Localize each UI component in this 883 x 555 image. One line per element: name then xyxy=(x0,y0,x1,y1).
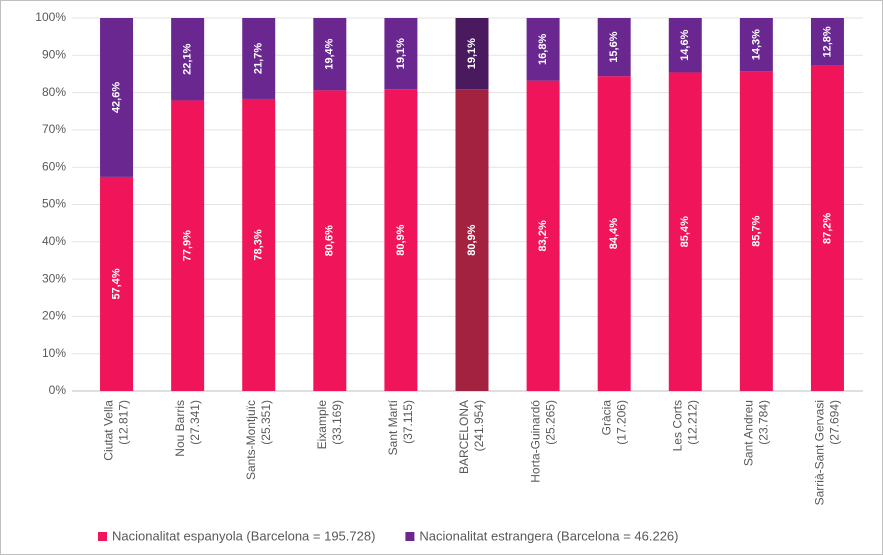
x-tick-label: Sants-Montjuïc xyxy=(244,400,258,480)
x-tick-label: Nou Barris xyxy=(173,400,187,457)
value-label: 19,1% xyxy=(395,38,407,69)
bar-segment xyxy=(455,89,489,392)
x-tick-label: (23.784) xyxy=(757,400,771,445)
bar-segment xyxy=(242,98,276,391)
y-tick-label: 0% xyxy=(49,383,67,397)
bar-segment xyxy=(810,65,844,391)
x-tick-label: (33.169) xyxy=(330,400,344,445)
value-label: 57,4% xyxy=(110,268,122,299)
y-tick-label: 30% xyxy=(42,271,66,285)
legend-label: Nacionalitat estrangera (Barcelona = 46.… xyxy=(419,528,678,543)
value-label: 21,7% xyxy=(253,43,265,74)
bar-segment xyxy=(526,80,560,391)
value-label: 12,8% xyxy=(821,26,833,57)
x-tick-label: Gràcia xyxy=(599,400,613,436)
value-label: 87,2% xyxy=(821,213,833,244)
value-label: 42,6% xyxy=(110,82,122,113)
value-label: 83,2% xyxy=(537,220,549,251)
x-tick-label: Sarrià-Sant Gervasi xyxy=(813,400,827,505)
value-label: 80,9% xyxy=(395,224,407,255)
x-tick-label: (25.351) xyxy=(259,400,273,445)
x-tick-label: Eixample xyxy=(315,400,329,450)
value-label: 77,9% xyxy=(182,230,194,261)
x-tick-label: (12.817) xyxy=(117,400,131,445)
y-tick-label: 40% xyxy=(42,234,66,248)
bar-segment xyxy=(739,18,773,72)
bar-segment xyxy=(526,18,560,81)
x-tick-label: Ciutat Vella xyxy=(102,400,116,461)
value-label: 85,7% xyxy=(750,215,762,246)
value-label: 78,3% xyxy=(253,229,265,260)
y-tick-label: 20% xyxy=(42,309,66,323)
bar-segment xyxy=(100,18,134,177)
x-tick-label: BARCELONA xyxy=(457,400,471,474)
value-label: 19,1% xyxy=(466,38,478,69)
x-tick-label: Sant Martí xyxy=(386,399,400,455)
x-tick-label: Sant Andreu xyxy=(742,400,756,466)
value-label: 15,6% xyxy=(608,31,620,62)
x-tick-label: (241.954) xyxy=(472,400,486,451)
bar-segment xyxy=(384,89,418,392)
bar-segment xyxy=(455,18,489,90)
bar-segment xyxy=(384,18,418,90)
value-label: 80,6% xyxy=(324,225,336,256)
y-tick-label: 90% xyxy=(42,47,66,61)
y-tick-label: 80% xyxy=(42,85,66,99)
bar-segment xyxy=(597,18,631,77)
bar-segment xyxy=(597,76,631,392)
x-tick-label: (12.212) xyxy=(685,400,699,445)
legend-label: Nacionalitat espanyola (Barcelona = 195.… xyxy=(112,528,375,543)
bar-segment xyxy=(739,71,773,392)
bar-segment xyxy=(313,18,347,91)
value-label: 85,4% xyxy=(679,216,691,247)
bar-segment xyxy=(668,72,702,391)
x-tick-label: (37.115) xyxy=(401,400,415,444)
value-label: 16,8% xyxy=(537,34,549,65)
x-tick-label: (27.341) xyxy=(188,400,202,445)
value-label: 84,4% xyxy=(608,218,620,249)
value-label: 14,6% xyxy=(679,29,691,60)
x-tick-label: Horta-Guinardó xyxy=(528,400,542,483)
bar-segment xyxy=(171,18,205,101)
legend-swatch xyxy=(405,532,415,541)
bar-segment xyxy=(242,18,276,99)
y-tick-label: 50% xyxy=(42,197,66,211)
legend-swatch xyxy=(98,532,107,541)
value-label: 22,1% xyxy=(182,43,194,74)
bar-segment xyxy=(810,18,844,66)
y-tick-label: 10% xyxy=(42,346,66,360)
bar-segment xyxy=(100,176,134,391)
x-tick-label: (17.206) xyxy=(614,400,628,445)
x-tick-label: Les Corts xyxy=(670,400,684,451)
value-label: 19,4% xyxy=(324,38,336,69)
y-tick-label: 70% xyxy=(42,122,66,136)
bar-segment xyxy=(171,100,205,392)
bar-segment xyxy=(668,18,702,73)
y-tick-label: 100% xyxy=(35,10,66,24)
value-label: 80,9% xyxy=(466,224,478,255)
x-tick-label: (25.265) xyxy=(543,400,557,445)
bar-segment xyxy=(313,90,347,391)
x-tick-label: (27.694) xyxy=(828,400,842,445)
y-tick-label: 60% xyxy=(42,159,66,173)
value-label: 14,3% xyxy=(750,29,762,60)
